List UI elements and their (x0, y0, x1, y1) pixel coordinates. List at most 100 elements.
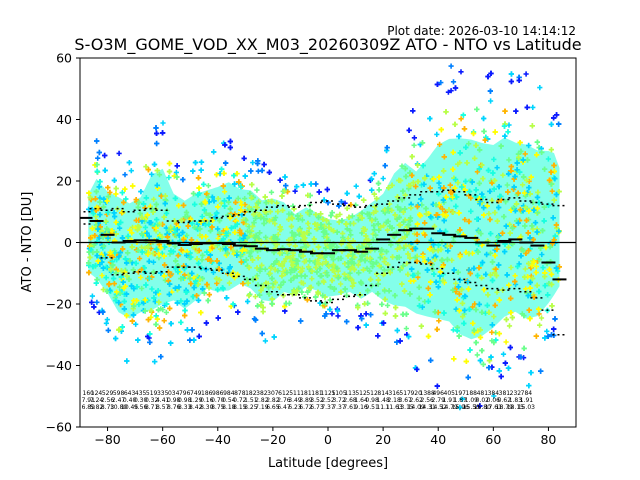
scatter-point (533, 263, 539, 269)
scatter-point (206, 292, 212, 298)
scatter-point (480, 176, 486, 182)
scatter-point (477, 358, 483, 364)
scatter-point (410, 180, 416, 186)
scatter-point (356, 213, 363, 219)
scatter-point (505, 244, 512, 250)
scatter-point (487, 216, 493, 223)
scatter-point (295, 264, 301, 270)
scatter-point (240, 281, 246, 287)
scatter-point (548, 147, 554, 153)
scatter-point (331, 268, 338, 274)
scatter-point (520, 182, 526, 188)
scatter-point (180, 177, 186, 183)
scatter-point (95, 155, 101, 161)
scatter-point (496, 184, 502, 190)
scatter-point (491, 186, 497, 192)
scatter-point (102, 152, 108, 159)
scatter-point (394, 194, 401, 200)
scatter-point (331, 286, 337, 292)
scatter-point (87, 254, 93, 260)
scatter-point (245, 298, 251, 305)
scatter-point (539, 251, 545, 258)
scatter-point (526, 383, 532, 389)
scatter-point (396, 214, 402, 220)
scatter-point (427, 246, 433, 252)
scatter-point (407, 218, 413, 224)
scatter-point (527, 285, 533, 291)
scatter-point (235, 195, 241, 201)
scatter-point (422, 175, 428, 181)
scatter-point (496, 204, 502, 211)
scatter-point (502, 249, 508, 255)
scatter-point (487, 88, 493, 94)
scatter-point (330, 228, 337, 234)
scatter-point (160, 120, 166, 126)
scatter-point (329, 253, 335, 259)
scatter-point (103, 320, 109, 326)
scatter-point (504, 272, 510, 278)
scatter-point (280, 207, 286, 213)
scatter-point (508, 264, 514, 271)
scatter-point (146, 258, 152, 264)
scatter-point (493, 273, 500, 279)
scatter-point (135, 247, 141, 253)
scatter-point (146, 275, 152, 281)
scatter-point (125, 250, 131, 256)
scatter-point (404, 261, 410, 267)
scatter-point (473, 340, 479, 346)
scatter-point (166, 175, 172, 181)
scatter-point (230, 301, 236, 307)
scatter-point (348, 202, 354, 208)
scatter-point (118, 268, 124, 274)
scatter-point (223, 160, 229, 166)
scatter-point (427, 292, 433, 298)
scatter-point (482, 310, 489, 316)
scatter-point (385, 302, 391, 308)
scatter-point (545, 156, 551, 162)
scatter-point (107, 189, 113, 196)
scatter-point (185, 223, 191, 229)
scatter-point (246, 293, 252, 299)
scatter-point (432, 309, 438, 315)
scatter-point (553, 191, 560, 198)
scatter-point (443, 228, 449, 234)
scatter-point (526, 185, 532, 191)
scatter-point (454, 328, 460, 334)
scatter-point (453, 203, 459, 209)
scatter-point (111, 177, 117, 183)
scatter-point (425, 285, 431, 291)
scatter-point (402, 192, 408, 198)
scatter-point (191, 285, 197, 291)
scatter-point (214, 258, 220, 264)
scatter-point (342, 286, 348, 292)
scatter-point (94, 299, 100, 305)
scatter-point (348, 276, 355, 283)
scatter-point (556, 264, 562, 270)
scatter-point (481, 287, 487, 293)
scatter-point (258, 240, 264, 246)
scatter-point (219, 166, 225, 172)
scatter-point (239, 230, 245, 237)
scatter-point (206, 285, 212, 291)
scatter-point (207, 212, 213, 218)
scatter-point (243, 257, 249, 263)
scatter-point (289, 267, 295, 273)
scatter-point (89, 299, 95, 305)
scatter-point (530, 104, 536, 110)
scatter-point (329, 277, 335, 284)
scatter-point (382, 296, 388, 302)
scatter-point (412, 246, 419, 252)
scatter-point (452, 121, 458, 127)
scatter-point (456, 210, 462, 216)
scatter-point (501, 123, 508, 129)
scatter-point (349, 213, 355, 219)
scatter-point (550, 215, 556, 221)
scatter-point (412, 254, 418, 261)
scatter-point (345, 235, 351, 242)
scatter-point (174, 163, 180, 169)
scatter-point (324, 186, 330, 193)
scatter-point (269, 275, 275, 281)
scatter-point (327, 297, 333, 303)
scatter-point (263, 200, 269, 206)
scatter-point (552, 316, 558, 322)
